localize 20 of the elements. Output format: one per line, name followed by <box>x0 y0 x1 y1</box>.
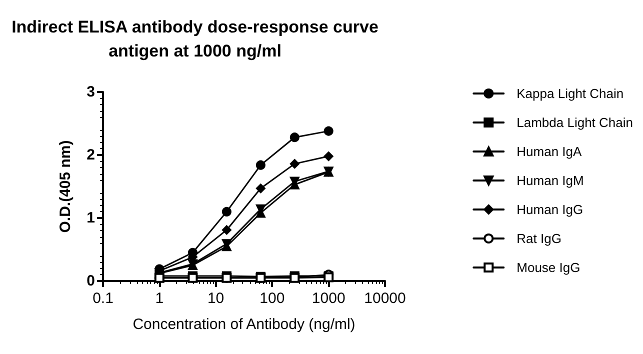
x-tick-label: 10000 <box>364 290 406 307</box>
x-tick-label: 1000 <box>312 290 346 307</box>
chart-title: Indirect ELISA antibody dose-response curve antigen at 1000 ng/ml <box>12 18 378 60</box>
legend-label: Human IgA <box>516 144 582 159</box>
x-tick-label: 10 <box>207 290 224 307</box>
x-axis-title: Concentration of Antibody (ng/ml) <box>132 316 356 333</box>
legend-label: Lambda Light Chain <box>516 115 633 130</box>
x-tick-label: 100 <box>260 290 285 307</box>
legend-label: Human IgG <box>516 202 584 217</box>
x-tick-label: 0.1 <box>92 290 114 307</box>
y-tick-label: 2 <box>86 146 95 164</box>
legend-label: Mouse IgG <box>516 260 580 275</box>
legend-label: Kappa Light Chain <box>516 86 624 101</box>
y-tick-label: 1 <box>86 210 95 226</box>
legend-label: Rat IgG <box>516 231 562 246</box>
y-axis-title: O.D.(405 nm) <box>57 140 74 233</box>
x-tick-label: 1 <box>155 290 164 307</box>
y-tick-label: 3 <box>86 84 95 100</box>
legend-label: Human IgM <box>516 173 584 188</box>
y-tick-label: 0 <box>86 272 95 290</box>
